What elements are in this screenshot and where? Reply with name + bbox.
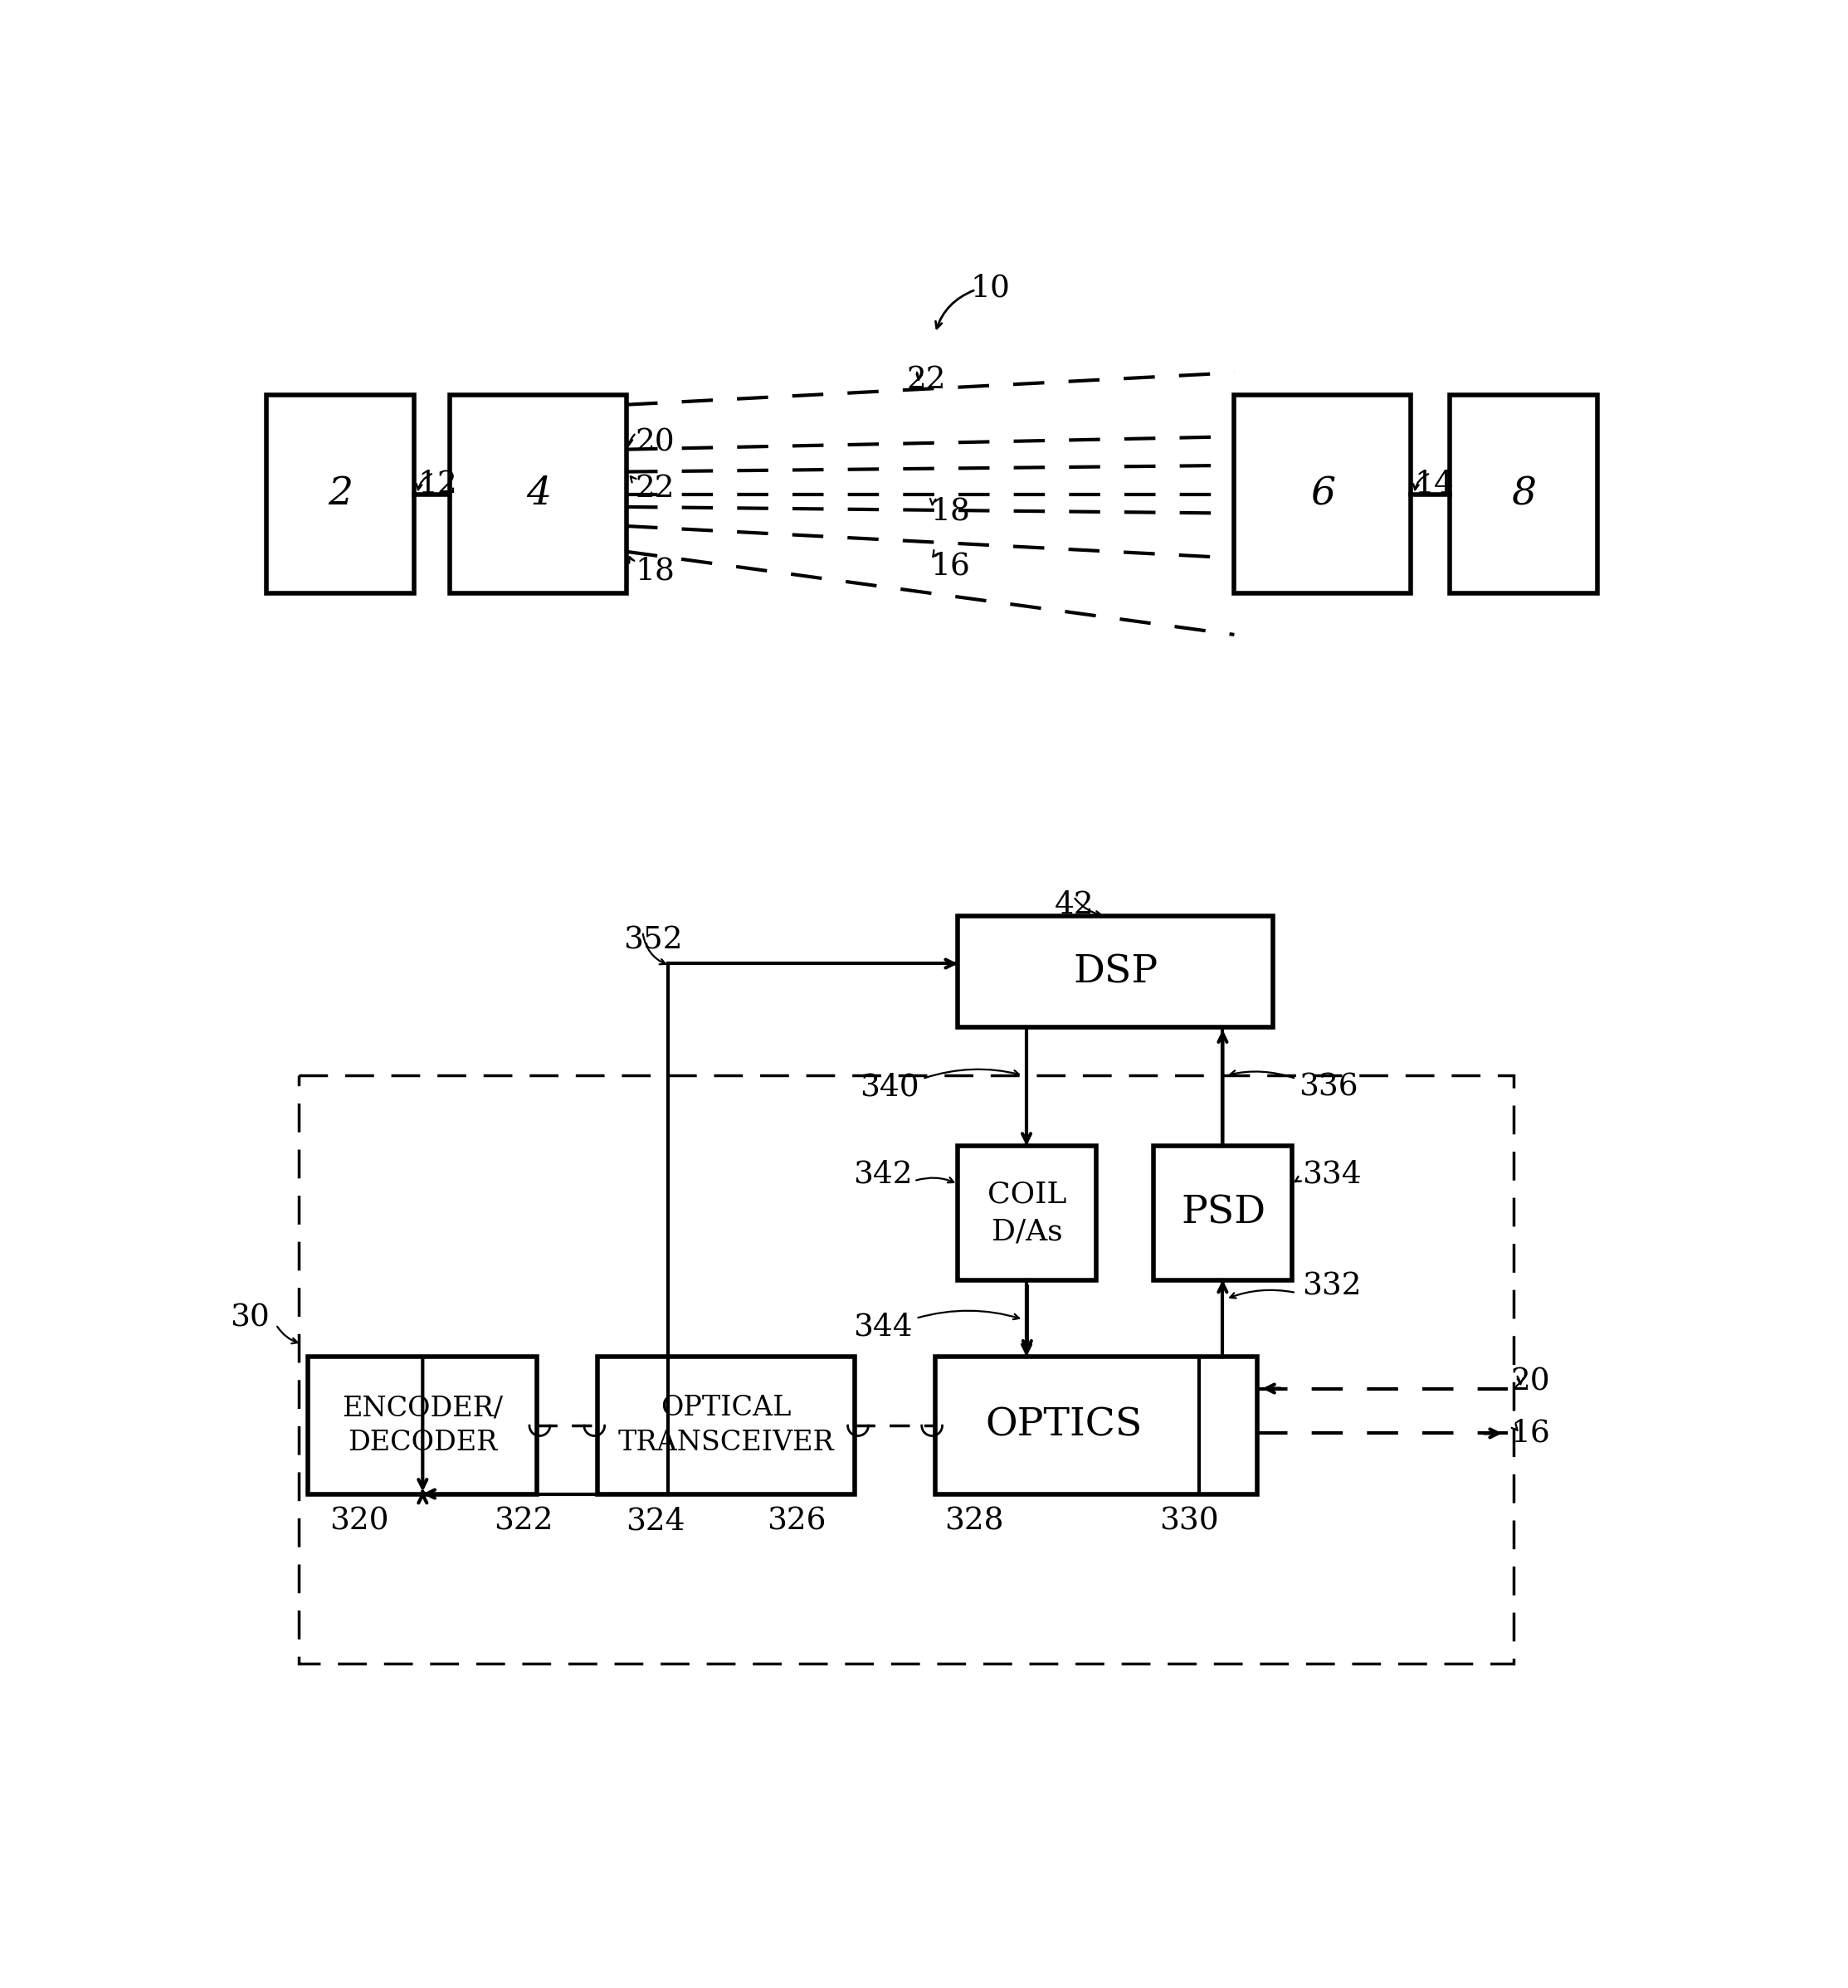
Text: 352: 352 (623, 924, 682, 954)
Text: 344: 344 (854, 1312, 913, 1342)
Bar (266, 396, 414, 592)
Text: 22: 22 (906, 366, 946, 396)
Bar (449, 396, 626, 592)
Bar (957, 916, 1273, 1028)
Bar (935, 1356, 1257, 1493)
Text: 326: 326 (767, 1507, 826, 1537)
Text: 12: 12 (418, 469, 456, 499)
Text: 320: 320 (331, 1507, 390, 1537)
Text: 20: 20 (1512, 1368, 1550, 1398)
Text: 322: 322 (493, 1507, 553, 1537)
Bar (597, 1356, 856, 1493)
Bar (299, 1076, 1514, 1664)
Text: 342: 342 (854, 1159, 913, 1189)
Text: COIL
D/As: COIL D/As (987, 1181, 1066, 1246)
Bar (1153, 1145, 1292, 1280)
Text: 20: 20 (636, 427, 675, 457)
Text: 4: 4 (527, 475, 551, 513)
Text: 42: 42 (1053, 891, 1094, 920)
Text: 16: 16 (1512, 1417, 1550, 1447)
Bar (309, 1356, 536, 1493)
Text: 324: 324 (626, 1507, 686, 1537)
Text: 22: 22 (636, 473, 675, 503)
Text: 8: 8 (1512, 475, 1536, 513)
Text: 18: 18 (931, 497, 970, 527)
Text: PSD: PSD (1181, 1195, 1266, 1233)
Bar (1449, 396, 1599, 592)
Text: 2: 2 (327, 475, 353, 513)
Text: 332: 332 (1301, 1272, 1362, 1302)
Text: ENCODER/
DECODER: ENCODER/ DECODER (342, 1396, 503, 1457)
Text: OPTICAL
TRANSCEIVER: OPTICAL TRANSCEIVER (617, 1396, 833, 1457)
Text: 18: 18 (636, 557, 675, 586)
Text: 6: 6 (1310, 475, 1336, 513)
Text: 14: 14 (1414, 469, 1454, 499)
Text: 336: 336 (1299, 1072, 1358, 1101)
Text: DSP: DSP (1074, 952, 1157, 990)
Text: 334: 334 (1301, 1159, 1362, 1189)
Text: 30: 30 (229, 1304, 270, 1334)
Text: 330: 330 (1159, 1507, 1220, 1537)
Text: 340: 340 (859, 1072, 918, 1101)
Text: OPTICS: OPTICS (985, 1408, 1142, 1445)
Text: 328: 328 (944, 1507, 1003, 1537)
Text: 10: 10 (970, 274, 1011, 304)
Bar (957, 1145, 1096, 1280)
Bar (1234, 396, 1412, 592)
Text: 16: 16 (931, 551, 970, 580)
